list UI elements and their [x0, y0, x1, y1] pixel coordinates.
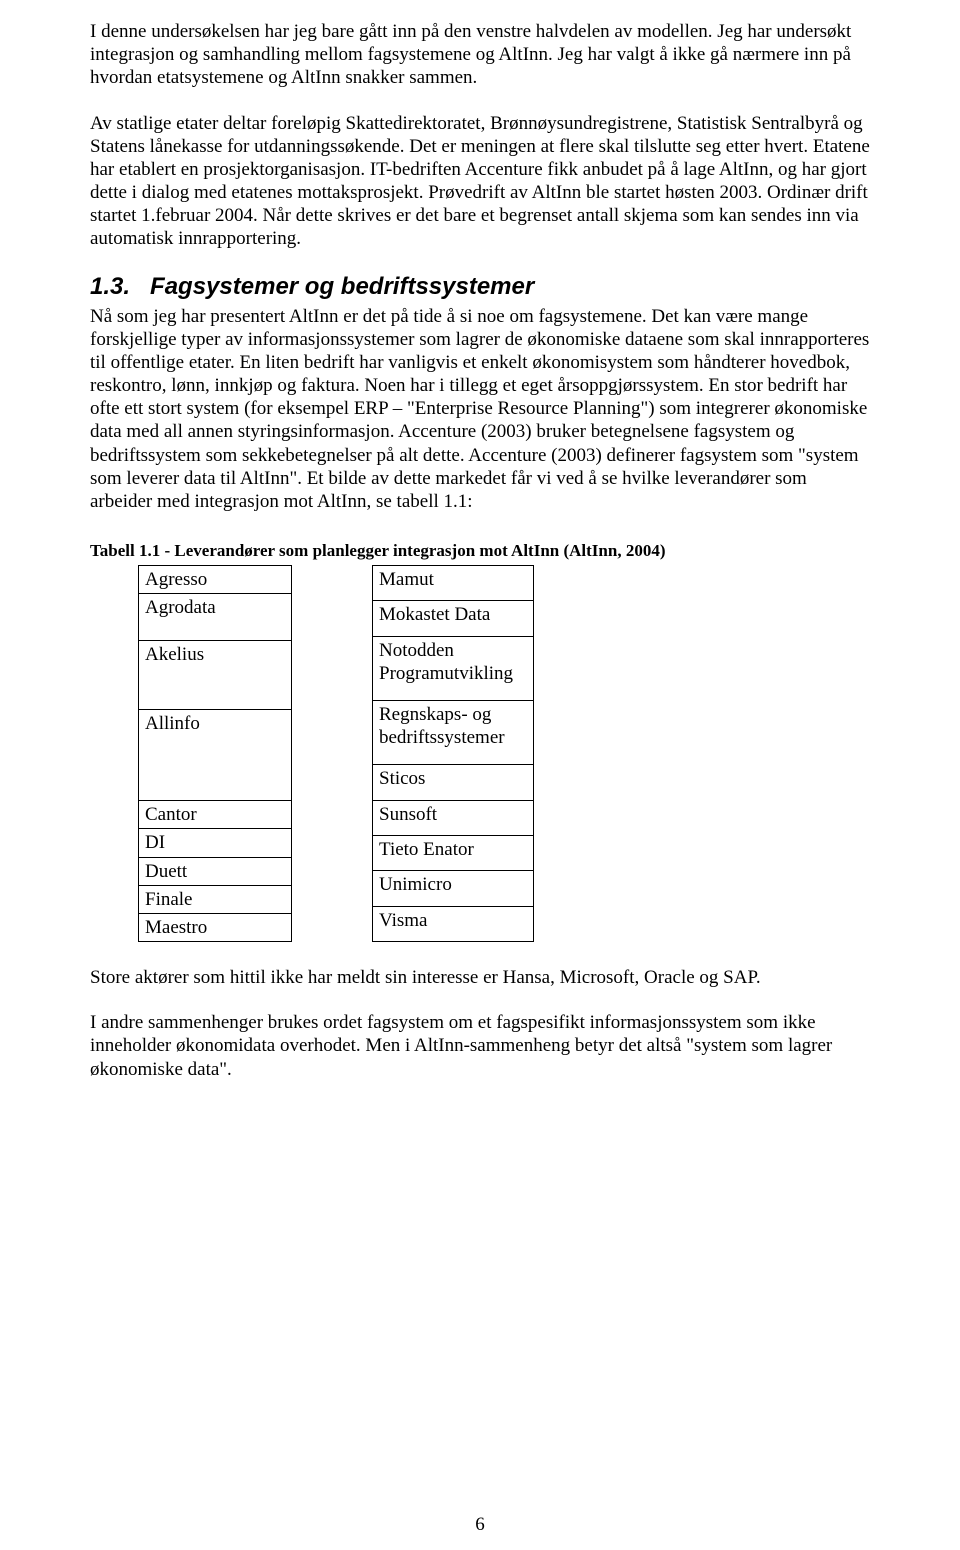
table-row: Finale	[139, 885, 292, 913]
table-row: Maestro	[139, 913, 292, 941]
table-cell: Sunsoft	[373, 800, 534, 835]
table-cell: Maestro	[139, 913, 292, 941]
section-heading: 1.3. Fagsystemer og bedriftssystemer	[90, 273, 870, 301]
page-number: 6	[0, 1514, 960, 1536]
table-row: Agrodata	[139, 594, 292, 641]
table-row: Tieto Enator	[373, 836, 534, 871]
paragraph-4: Store aktører som hittil ikke har meldt …	[90, 966, 870, 989]
table-cell: Sticos	[373, 765, 534, 800]
table-row: Regnskaps- og bedriftssystemer	[373, 701, 534, 765]
table-cell: Allinfo	[139, 710, 292, 801]
vendor-table-left: Agresso Agrodata Akelius Allinfo Cantor …	[138, 565, 292, 942]
heading-number: 1.3.	[90, 273, 130, 300]
vendor-table-right: Mamut Mokastet Data Notodden Programutvi…	[372, 565, 534, 942]
heading-title: Fagsystemer og bedriftssystemer	[150, 273, 534, 300]
table-row: Duett	[139, 857, 292, 885]
table-cell: Mokastet Data	[373, 601, 534, 636]
table-caption: Tabell 1.1 - Leverandører som planlegger…	[90, 541, 870, 561]
table-row: Unimicro	[373, 871, 534, 906]
table-cell: Visma	[373, 906, 534, 941]
table-cell: Unimicro	[373, 871, 534, 906]
table-row: Allinfo	[139, 710, 292, 801]
table-row: Akelius	[139, 641, 292, 710]
table-cell: Regnskaps- og bedriftssystemer	[373, 701, 534, 765]
table-row: Notodden Programutvikling	[373, 636, 534, 700]
paragraph-5: I andre sammenhenger brukes ordet fagsys…	[90, 1011, 870, 1081]
page: I denne undersøkelsen har jeg bare gått …	[0, 0, 960, 1550]
table-cell: Notodden Programutvikling	[373, 636, 534, 700]
paragraph-1: I denne undersøkelsen har jeg bare gått …	[90, 20, 870, 90]
table-row: Sunsoft	[373, 800, 534, 835]
table-row: Visma	[373, 906, 534, 941]
table-cell: Cantor	[139, 801, 292, 829]
table-row: Mamut	[373, 566, 534, 601]
table-cell: Mamut	[373, 566, 534, 601]
table-cell: Tieto Enator	[373, 836, 534, 871]
table-row: Mokastet Data	[373, 601, 534, 636]
table-row: Agresso	[139, 566, 292, 594]
table-cell: DI	[139, 829, 292, 857]
vendor-tables: Agresso Agrodata Akelius Allinfo Cantor …	[138, 565, 870, 942]
table-row: Sticos	[373, 765, 534, 800]
table-cell: Agresso	[139, 566, 292, 594]
table-cell: Agrodata	[139, 594, 292, 641]
table-row: Cantor	[139, 801, 292, 829]
table-cell: Duett	[139, 857, 292, 885]
table-cell: Finale	[139, 885, 292, 913]
table-cell: Akelius	[139, 641, 292, 710]
paragraph-2: Av statlige etater deltar foreløpig Skat…	[90, 112, 870, 251]
table-row: DI	[139, 829, 292, 857]
paragraph-3: Nå som jeg har presentert AltInn er det …	[90, 305, 870, 514]
